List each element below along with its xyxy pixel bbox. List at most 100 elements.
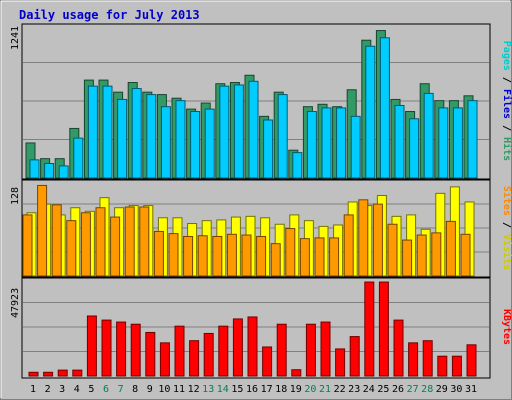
bar-files-day-18 (277, 94, 288, 179)
bar-kbytes-day-10 (159, 342, 170, 377)
bar-sites-day-8 (124, 206, 135, 277)
day-label-14: 14 (217, 384, 229, 395)
day-label-26: 26 (392, 384, 404, 395)
bar-sites-day-26 (387, 223, 398, 277)
bar-sites-day-20 (299, 238, 310, 277)
bar-kbytes-day-9 (145, 331, 156, 377)
bar-sites-day-15 (226, 233, 237, 277)
day-label-28: 28 (421, 384, 433, 395)
day-label-31: 31 (465, 384, 477, 395)
day-label-1: 1 (30, 384, 36, 395)
bar-sites-day-7 (110, 216, 121, 277)
bar-kbytes-day-13 (203, 332, 214, 377)
legend-top: Pages / Files / Hits (501, 41, 512, 161)
day-label-5: 5 (88, 384, 94, 395)
day-label-12: 12 (188, 384, 200, 395)
bar-sites-day-17 (256, 235, 267, 277)
bar-kbytes-day-21 (320, 321, 331, 377)
bar-kbytes-day-26 (393, 319, 404, 377)
bar-sites-day-31 (460, 233, 471, 277)
day-label-23: 23 (348, 384, 360, 395)
day-label-29: 29 (436, 384, 448, 395)
day-label-21: 21 (319, 384, 331, 395)
bar-sites-day-9 (139, 206, 150, 277)
axis-max-kbytes: 47923 (10, 288, 21, 318)
bar-kbytes-day-2 (43, 371, 54, 377)
bar-sites-day-2 (37, 184, 48, 277)
bar-kbytes-day-23 (349, 336, 360, 377)
bar-kbytes-day-12 (189, 340, 200, 377)
bar-kbytes-day-25 (378, 281, 389, 377)
bar-kbytes-day-24 (364, 281, 375, 377)
bar-files-day-15 (233, 84, 244, 179)
day-label-3: 3 (59, 384, 65, 395)
bar-files-day-22 (336, 107, 347, 179)
bar-sites-day-11 (168, 233, 179, 277)
axis-max-hits: 1241 (10, 26, 21, 50)
bar-sites-day-27 (402, 239, 413, 277)
bar-sites-day-22 (329, 237, 340, 277)
day-label-27: 27 (407, 384, 419, 395)
bar-files-day-29 (438, 107, 449, 179)
bar-kbytes-day-22 (335, 348, 346, 377)
day-label-17: 17 (261, 384, 273, 395)
bar-files-day-23 (350, 115, 361, 179)
day-label-11: 11 (173, 384, 185, 395)
day-label-25: 25 (377, 384, 389, 395)
bar-sites-day-24 (358, 199, 369, 277)
bar-kbytes-day-4 (72, 369, 83, 377)
bar-kbytes-day-7 (116, 321, 127, 377)
bar-sites-day-14 (212, 235, 223, 277)
day-label-4: 4 (74, 384, 80, 395)
bar-sites-day-29 (431, 232, 442, 277)
day-label-9: 9 (147, 384, 153, 395)
day-label-24: 24 (363, 384, 375, 395)
bar-files-day-11 (175, 100, 186, 179)
bar-kbytes-day-1 (28, 371, 39, 377)
bar-sites-day-6 (95, 207, 106, 277)
day-label-7: 7 (118, 384, 124, 395)
day-label-2: 2 (45, 384, 51, 395)
bar-kbytes-day-20 (305, 323, 316, 377)
bar-kbytes-day-5 (86, 315, 97, 377)
bar-sites-day-30 (445, 220, 456, 277)
bar-files-day-16 (248, 80, 259, 179)
bar-kbytes-day-11 (174, 325, 185, 377)
day-label-30: 30 (450, 384, 462, 395)
bar-files-day-17 (263, 119, 274, 179)
bar-kbytes-day-3 (57, 369, 68, 377)
day-label-15: 15 (231, 384, 243, 395)
bar-sites-day-4 (66, 220, 77, 277)
bar-files-day-27 (409, 118, 420, 179)
bar-sites-day-28 (416, 234, 427, 277)
bar-files-day-12 (190, 111, 201, 179)
bar-kbytes-day-19 (291, 369, 302, 377)
bar-kbytes-day-8 (130, 323, 141, 377)
bar-kbytes-day-27 (408, 342, 419, 377)
bar-kbytes-day-31 (466, 344, 477, 377)
bar-files-day-31 (467, 100, 478, 179)
bar-kbytes-day-30 (451, 355, 462, 377)
day-label-8: 8 (132, 384, 138, 395)
bar-kbytes-day-15 (232, 318, 243, 377)
chart-title: Daily usage for July 2013 (19, 8, 200, 22)
day-label-20: 20 (304, 384, 316, 395)
day-label-19: 19 (290, 384, 302, 395)
bar-sites-day-1 (22, 214, 33, 277)
bar-kbytes-day-18 (276, 323, 287, 377)
bar-files-day-14 (219, 85, 230, 179)
bar-files-day-7 (117, 98, 128, 179)
day-label-13: 13 (202, 384, 214, 395)
bar-kbytes-day-17 (262, 346, 273, 377)
bar-files-day-10 (160, 106, 171, 179)
bar-files-day-1 (29, 159, 40, 179)
bar-sites-day-12 (183, 235, 194, 277)
day-label-6: 6 (103, 384, 109, 395)
bar-files-day-8 (131, 88, 142, 179)
bar-files-day-6 (102, 85, 113, 179)
bar-sites-day-16 (241, 234, 252, 277)
bar-sites-day-10 (153, 230, 164, 277)
day-label-22: 22 (334, 384, 346, 395)
